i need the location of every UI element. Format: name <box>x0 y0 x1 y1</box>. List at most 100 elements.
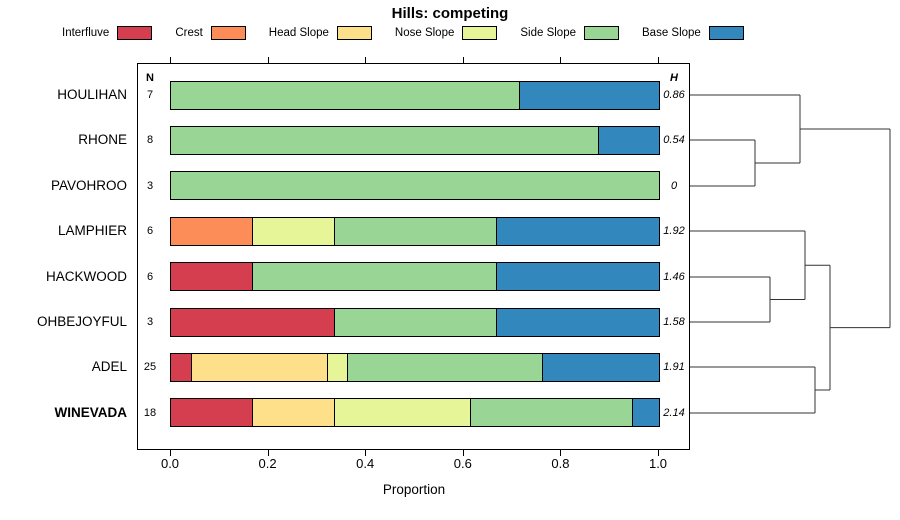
h-value: 0.54 <box>663 134 685 147</box>
h-column-header: H <box>670 72 678 84</box>
legend-item: Interfluve <box>62 26 153 40</box>
stacked-bar <box>170 216 660 246</box>
h-value: 0.86 <box>663 89 685 101</box>
bar-segment-interfluve <box>171 308 334 336</box>
n-value: 3 <box>146 179 154 192</box>
bar-segment-base-slope <box>496 308 659 336</box>
x-tick-bottom <box>267 450 269 456</box>
bar-segment-head-slope <box>252 399 334 427</box>
legend-label: Base Slope <box>642 27 701 39</box>
x-tick-label: 0.8 <box>551 456 570 471</box>
plot-area-border <box>137 63 690 450</box>
row-label: LAMPHIER <box>57 223 127 239</box>
row-label: HACKWOOD <box>46 268 127 284</box>
row-label: OHBEJOYFUL <box>36 314 127 329</box>
n-value: 8 <box>146 134 154 147</box>
bar-segment-interfluve <box>171 263 253 291</box>
x-tick-top <box>658 57 659 63</box>
stacked-bar <box>170 307 660 337</box>
bar-segment-base-slope <box>632 399 659 427</box>
stacked-bar <box>170 398 660 428</box>
legend-label: Head Slope <box>268 27 329 39</box>
stacked-bar <box>170 171 660 201</box>
legend-item: Head Slope <box>269 26 372 40</box>
bar-segment-nose-slope <box>252 217 334 245</box>
h-value: 1.92 <box>663 225 685 238</box>
legend-label: Nose Slope <box>394 27 455 39</box>
x-tick-bottom <box>560 450 562 456</box>
x-tick-top <box>170 57 171 63</box>
bar-segment-crest <box>171 217 253 245</box>
legend-swatch-head-slope <box>336 26 372 40</box>
h-value: 1.46 <box>663 270 685 283</box>
bar-segment-side-slope <box>333 308 497 336</box>
x-tick-bottom <box>365 450 367 456</box>
n-value: 18 <box>143 406 157 419</box>
stacked-bar <box>170 80 660 110</box>
h-value: 2.14 <box>663 406 685 419</box>
x-tick-bottom <box>170 450 171 456</box>
n-value: 6 <box>146 225 154 238</box>
legend-swatch-side-slope <box>584 26 619 40</box>
legend: Interfluve Crest Head Slope Nose Slope Side … <box>62 26 744 40</box>
x-tick-top <box>267 57 269 63</box>
x-axis-label: Proportion <box>382 482 446 497</box>
bar-segment-base-slope <box>541 353 659 381</box>
legend-swatch-base-slope <box>708 26 744 40</box>
bar-segment-base-slope <box>519 81 659 109</box>
bar-segment-side-slope <box>346 353 542 381</box>
legend-swatch-nose-slope <box>462 26 498 40</box>
row-label: PAVOHROO <box>50 177 127 193</box>
x-tick-top <box>365 57 367 63</box>
x-tick-label: 0.0 <box>160 456 180 471</box>
x-tick-label: 1.0 <box>648 456 668 471</box>
row-label: ADEL <box>91 359 127 375</box>
h-value: 0 <box>670 179 678 192</box>
bar-segment-side-slope <box>333 217 497 245</box>
h-value: 1.58 <box>663 316 685 328</box>
bar-segment-nose-slope <box>327 353 347 381</box>
bar-segment-interfluve <box>171 399 253 427</box>
bar-segment-side-slope <box>171 126 598 154</box>
legend-swatch-crest <box>210 26 246 40</box>
bar-segment-base-slope <box>496 263 659 291</box>
legend-label: Interfluve <box>62 27 110 39</box>
n-value: 7 <box>146 89 154 101</box>
bar-segment-base-slope <box>598 126 659 154</box>
row-label: WINEVADA <box>54 404 128 420</box>
n-column-header: N <box>146 72 154 84</box>
stacked-bar <box>170 125 660 155</box>
legend-label: Crest <box>175 27 203 39</box>
legend-label: Side Slope <box>520 27 576 39</box>
x-tick-top <box>560 57 562 63</box>
bar-segment-side-slope <box>469 399 633 427</box>
x-tick-label: 0.6 <box>453 456 472 471</box>
bar-segment-side-slope <box>171 172 659 200</box>
chart-title: Hills: competing <box>391 5 509 22</box>
legend-item: Side Slope <box>520 26 619 40</box>
x-tick-bottom <box>658 450 659 456</box>
stacked-bar <box>170 352 660 382</box>
legend-item: Nose Slope <box>394 26 498 40</box>
h-value: 1.91 <box>663 361 685 374</box>
x-tick-bottom <box>462 450 464 456</box>
row-label: HOULIHAN <box>57 87 127 102</box>
n-value: 6 <box>146 270 154 283</box>
n-value: 3 <box>146 316 154 328</box>
x-tick-label: 0.2 <box>258 456 277 471</box>
stacked-bar <box>170 262 660 292</box>
bar-segment-head-slope <box>190 353 328 381</box>
bar-segment-base-slope <box>496 217 659 245</box>
legend-item: Crest <box>175 26 246 40</box>
x-tick-label: 0.4 <box>356 456 375 471</box>
bar-segment-interfluve <box>171 353 191 381</box>
x-tick-top <box>462 57 464 63</box>
bar-segment-side-slope <box>252 263 497 291</box>
row-label: RHONE <box>78 132 127 148</box>
legend-item: Base Slope <box>642 26 744 40</box>
bar-segment-side-slope <box>171 81 520 109</box>
legend-swatch-interfluve <box>117 26 153 40</box>
n-value: 25 <box>143 361 157 374</box>
bar-segment-nose-slope <box>333 399 470 427</box>
